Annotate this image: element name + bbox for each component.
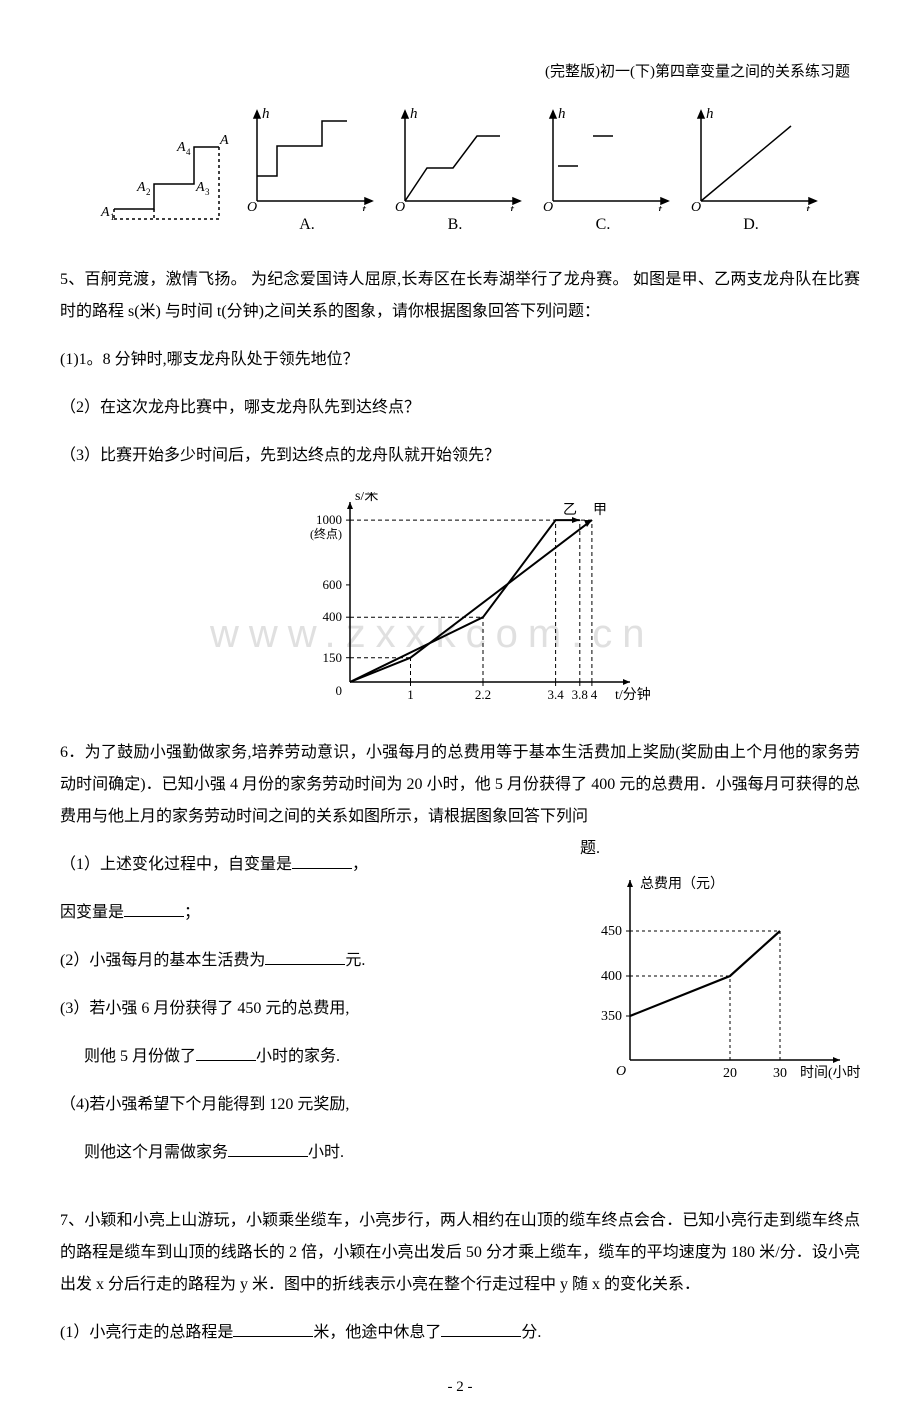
svg-text:O: O xyxy=(691,200,701,211)
svg-text:4: 4 xyxy=(186,147,191,157)
svg-text:20: 20 xyxy=(723,1066,737,1081)
option-label-d: D. xyxy=(681,216,821,234)
svg-text:4: 4 xyxy=(591,687,598,702)
page-footer: - 2 - xyxy=(60,1379,860,1396)
question-7: 7、小颖和小亮上山游玩，小颖乘坐缆车，小亮步行，两人相约在山顶的缆车终点会合．已… xyxy=(60,1205,860,1349)
option-d: h O t D. xyxy=(681,106,821,234)
svg-text:O: O xyxy=(395,200,405,211)
option-c: h O t C. xyxy=(533,106,673,234)
svg-text:1: 1 xyxy=(407,687,414,702)
svg-text:400: 400 xyxy=(601,969,622,984)
svg-text:3: 3 xyxy=(205,187,210,197)
figure-row-options: A1 A2 A3 A4 A5 h O t A. xyxy=(60,106,860,234)
svg-text:A: A xyxy=(176,140,186,155)
svg-text:3.8: 3.8 xyxy=(572,687,588,702)
q7-sub: (1）小亮行走的总路程是 xyxy=(60,1324,233,1341)
svg-text:A: A xyxy=(100,205,110,220)
q6-intro: 6．为了鼓励小强勤做家务,培养劳动意识，小强每月的总费用等于基本生活费加上奖励(… xyxy=(60,744,860,825)
q6-intro-tail: 题. xyxy=(580,840,600,857)
q6-sub3a: (3）若小强 6 月份获得了 450 元的总费用, xyxy=(60,993,560,1025)
svg-text:时间(小时): 时间(小时) xyxy=(800,1065,860,1081)
q6-chart: 350 400 450 20 30 xyxy=(580,865,860,1085)
question-6: 6．为了鼓励小强勤做家务,培养劳动意识，小强每月的总费用等于基本生活费加上奖励(… xyxy=(60,737,860,1185)
option-label-c: C. xyxy=(533,216,673,234)
svg-text:甲: 甲 xyxy=(593,503,607,518)
q6-sub2: (2）小强每月的基本生活费为 xyxy=(60,952,265,969)
q5-sub3: （3）比赛开始多少时间后，先到达终点的龙舟队就开始领先？ xyxy=(60,440,860,472)
q6-sub4b: 则他这个月需做家务 xyxy=(84,1144,228,1161)
svg-text:乙: 乙 xyxy=(563,502,577,518)
svg-text:2: 2 xyxy=(146,187,151,197)
q5-sub2: （2）在这次龙舟比赛中，哪支龙舟队先到达终点？ xyxy=(60,392,860,424)
q7-sub-mid: 米，他途中休息了 xyxy=(313,1324,441,1341)
page-header: (完整版)初一(下)第四章变量之间的关系练习题 xyxy=(60,60,860,81)
stairs-figure: A1 A2 A3 A4 A5 xyxy=(99,109,229,234)
q6-sub4a: （4)若小强希望下个月能得到 120 元奖励, xyxy=(60,1089,560,1121)
q6-sub1: （1）上述变化过程中，自变量是 xyxy=(60,856,292,873)
q5-text: 5、百舸竞渡，激情飞扬。 为纪念爱国诗人屈原,长寿区在长寿湖举行了龙舟赛。 如图… xyxy=(60,264,860,328)
q7-text: 7、小颖和小亮上山游玩，小颖乘坐缆车，小亮步行，两人相约在山顶的缆车终点会合．已… xyxy=(60,1205,860,1301)
svg-text:(终点): (终点) xyxy=(310,526,342,541)
svg-text:0: 0 xyxy=(336,683,343,698)
q6-unit4: 小时. xyxy=(308,1144,344,1161)
svg-text:h: h xyxy=(706,106,714,122)
svg-text:400: 400 xyxy=(323,609,343,624)
svg-text:O: O xyxy=(616,1064,626,1079)
svg-text:s/米: s/米 xyxy=(355,492,378,504)
svg-text:A: A xyxy=(136,180,146,195)
q6-unit3: 小时的家务. xyxy=(256,1048,340,1065)
q6-sub1b: 因变量是 xyxy=(60,904,124,921)
svg-text:450: 450 xyxy=(601,924,622,939)
q5-chart: 150 400 600 1000 (终点) 0 1 2.2 3.4 3.8 4 xyxy=(260,492,660,712)
svg-text:t/分钟: t/分钟 xyxy=(615,686,651,703)
svg-text:A: A xyxy=(195,180,205,195)
q6-unit2: 元. xyxy=(345,952,365,969)
svg-text:30: 30 xyxy=(773,1066,787,1081)
svg-text:O: O xyxy=(543,200,553,211)
svg-text:1000: 1000 xyxy=(316,512,342,527)
q7-sub-end: 分. xyxy=(521,1324,541,1341)
q5-sub1: (1)1。8 分钟时,哪支龙舟队处于领先地位？ xyxy=(60,344,860,376)
svg-text:A: A xyxy=(219,133,229,148)
svg-text:h: h xyxy=(410,106,418,122)
svg-text:O: O xyxy=(247,200,257,211)
svg-text:h: h xyxy=(262,106,270,122)
option-label-a: A. xyxy=(237,216,377,234)
option-b: h O t B. xyxy=(385,106,525,234)
question-5: 5、百舸竞渡，激情飞扬。 为纪念爱国诗人屈原,长寿区在长寿湖举行了龙舟赛。 如图… xyxy=(60,264,860,472)
svg-text:总费用（元）: 总费用（元） xyxy=(640,876,724,892)
svg-text:350: 350 xyxy=(601,1009,622,1024)
svg-text:1: 1 xyxy=(110,212,115,222)
q6-sub3b: 则他 5 月份做了 xyxy=(84,1048,196,1065)
svg-text:h: h xyxy=(558,106,566,122)
option-a: h O t A. xyxy=(237,106,377,234)
svg-text:600: 600 xyxy=(323,577,343,592)
option-label-b: B. xyxy=(385,216,525,234)
svg-text:2.2: 2.2 xyxy=(475,687,491,702)
svg-text:3.4: 3.4 xyxy=(547,687,564,702)
svg-text:150: 150 xyxy=(323,650,343,665)
